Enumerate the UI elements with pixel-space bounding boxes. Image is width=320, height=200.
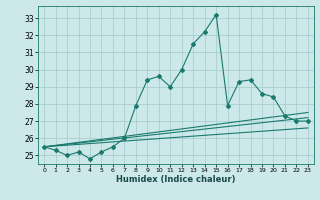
X-axis label: Humidex (Indice chaleur): Humidex (Indice chaleur) bbox=[116, 175, 236, 184]
